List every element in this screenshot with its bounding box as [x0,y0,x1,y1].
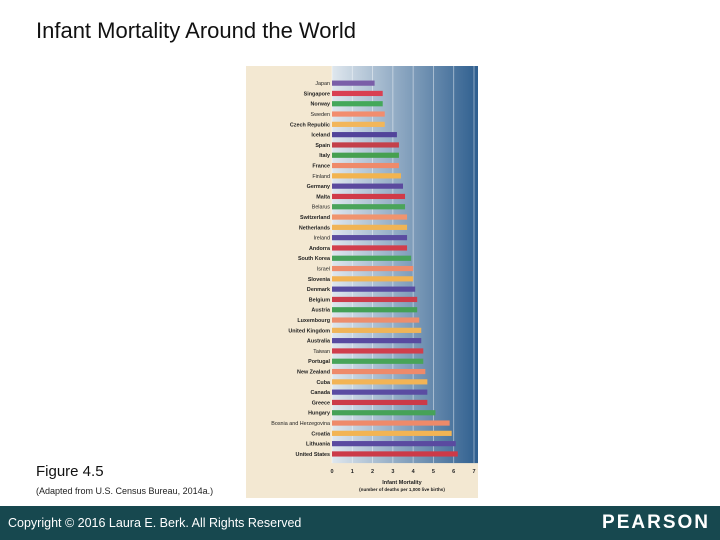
bar-belgium [332,296,418,303]
category-label-greece: Greece [312,400,330,406]
x-axis-title: Infant Mortality [382,480,422,486]
x-tick-label-6: 6 [452,469,455,475]
x-tick-label-5: 5 [432,469,435,475]
bar-united-kingdom [332,327,422,333]
category-label-finland: Finland [312,174,330,180]
bar-new-zealand [332,368,426,375]
category-label-austria: Austria [311,308,331,314]
bar-canada [332,389,428,395]
category-label-france: France [312,163,330,169]
category-label-taiwan: Taiwan [313,349,330,355]
category-label-switzerland: Switzerland [300,215,330,221]
bar-france [332,162,399,169]
bar-taiwan [332,348,424,354]
category-label-netherlands: Netherlands [299,225,330,231]
bar-spain [332,142,399,148]
copyright-text: Copyright © 2016 Laura E. Berk. All Righ… [8,516,302,530]
category-label-australia: Australia [307,339,331,345]
category-label-iceland: Iceland [311,133,330,139]
category-label-japan: Japan [315,81,330,87]
bar-united-states [332,451,458,457]
category-label-hungary: Hungary [308,411,330,417]
category-label-canada: Canada [311,390,331,396]
bar-denmark [332,286,416,292]
figure-source: (Adapted from U.S. Census Bureau, 2014a.… [36,486,214,496]
bar-portugal [332,358,424,364]
category-label-south-korea: South Korea [298,256,331,262]
bar-ireland [332,235,408,241]
bar-netherlands [332,224,408,230]
x-tick-label-2: 2 [371,469,374,475]
category-label-spain: Spain [315,143,330,149]
category-label-new-zealand: New Zealand [297,369,330,375]
x-tick-label-7: 7 [472,469,475,475]
bar-czech-republic [332,121,385,127]
bar-lithuania [332,441,456,447]
category-label-united-states: United States [296,452,330,458]
bar-luxembourg [332,317,420,323]
bar-italy [332,152,399,158]
bar-finland [332,173,401,179]
category-label-belarus: Belarus [312,205,331,211]
infant-mortality-chart: Japan Singapore Norway Sweden Czech Republic… [246,66,478,498]
bar-cuba [332,379,428,385]
chart-bars [332,80,458,457]
x-tick-label-0: 0 [330,469,333,475]
category-label-italy: Italy [319,153,330,159]
category-label-israel: Israel [317,266,330,272]
category-label-andorra: Andorra [309,246,331,252]
chart-x-ticks: 0 1 2 3 4 5 6 7 [330,469,475,475]
figure-label: Figure 4.5 [36,463,104,480]
slide-title: Infant Mortality Around the World [36,18,356,43]
x-axis-subtitle: (number of deaths per 1,000 live births) [359,487,445,492]
pearson-logo: PEARSON [602,512,710,533]
bar-iceland [332,132,397,138]
bar-australia [332,338,422,344]
category-label-united-kingdom: United Kingdom [288,328,330,334]
bar-singapore [332,90,383,97]
category-label-portugal: Portugal [308,359,330,365]
bar-norway [332,101,383,107]
bar-croatia [332,430,452,436]
bar-japan [332,80,375,86]
bar-belarus [332,204,406,210]
category-label-belgium: Belgium [309,297,330,303]
category-label-bosnia-and-herzegovina: Bosnia and Herzegovina [271,421,330,427]
bar-greece [332,399,428,406]
category-label-denmark: Denmark [307,287,330,293]
footer-bar: Copyright © 2016 Laura E. Berk. All Righ… [0,506,720,540]
bar-israel [332,265,414,272]
bar-switzerland [332,214,408,220]
bar-germany [332,183,403,189]
bar-bosnia-and-herzegovina [332,420,450,426]
category-label-cuba: Cuba [317,380,331,386]
category-label-singapore: Singapore [304,91,330,97]
bar-malta [332,193,406,200]
bar-sweden [332,111,385,117]
bar-andorra [332,245,408,251]
bar-slovenia [332,276,414,282]
bar-austria [332,307,418,313]
category-label-germany: Germany [307,184,330,190]
category-label-ireland: Ireland [314,236,330,242]
x-tick-label-1: 1 [351,469,354,475]
category-label-slovenia: Slovenia [308,277,331,283]
x-tick-label-4: 4 [412,469,416,475]
category-label-luxembourg: Luxembourg [297,318,330,324]
category-label-sweden: Sweden [311,112,330,118]
chart-category-labels: Japan Singapore Norway Sweden Czech Republic… [271,81,331,458]
bar-south-korea [332,255,412,261]
category-label-norway: Norway [311,102,330,108]
category-label-czech-republic: Czech Republic [290,122,330,128]
chart-svg: Japan Singapore Norway Sweden Czech Republic… [246,66,478,498]
x-tick-label-3: 3 [391,469,394,475]
bar-hungary [332,410,436,416]
chart-gridlines [331,66,475,464]
category-label-malta: Malta [316,194,331,200]
category-label-croatia: Croatia [311,431,331,437]
category-label-lithuania: Lithuania [306,442,331,448]
